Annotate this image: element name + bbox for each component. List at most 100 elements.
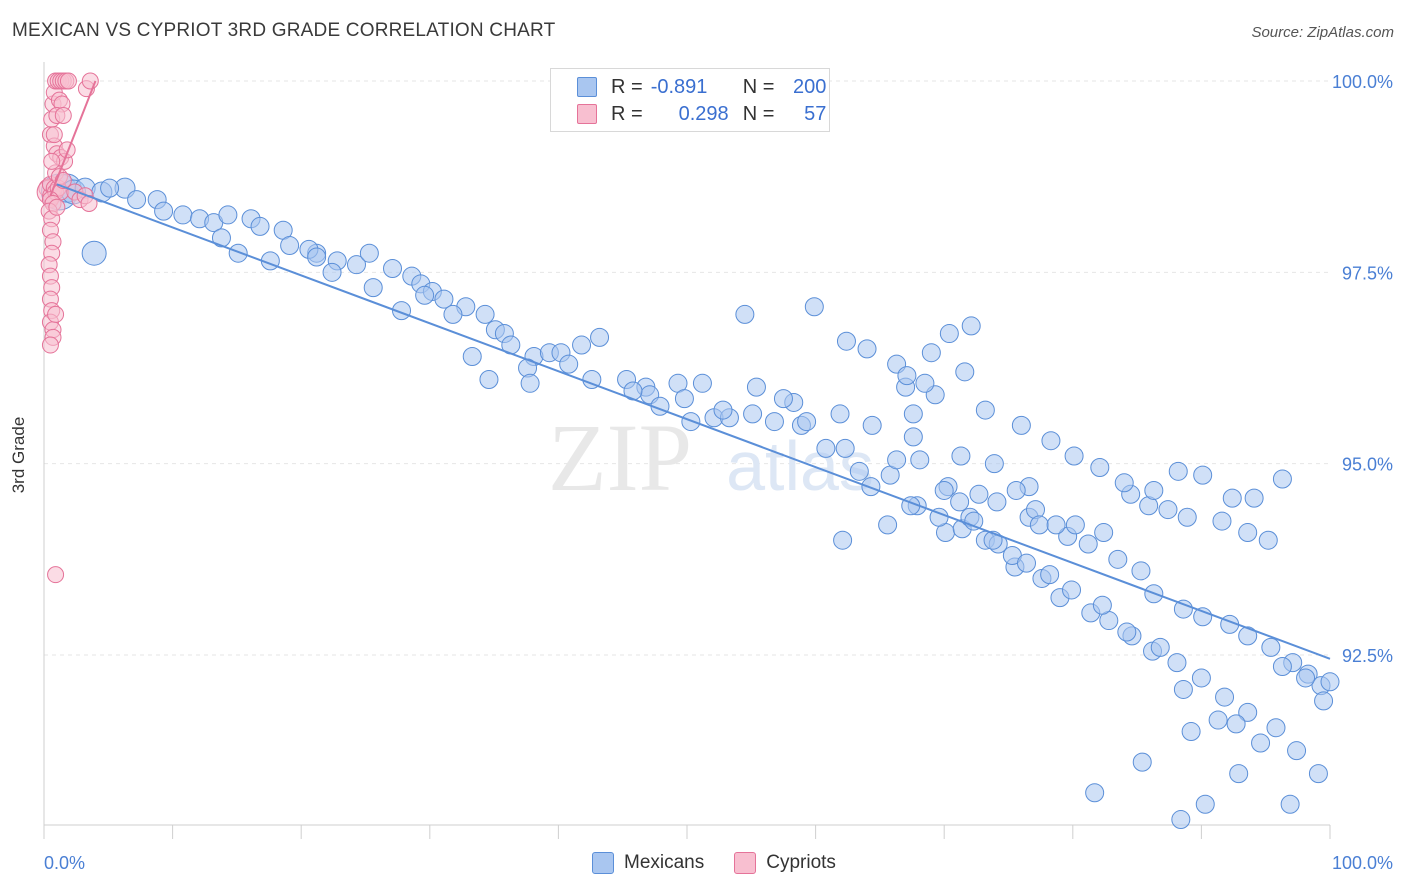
mexicans-point <box>934 480 954 500</box>
mexicans-point <box>1168 461 1188 481</box>
mexicans-point <box>1092 595 1112 615</box>
mexicans-point <box>228 243 248 263</box>
legend-n-value: 200 <box>793 75 827 98</box>
mexicans-point <box>955 362 975 382</box>
mexicans-point <box>383 259 403 279</box>
x-tick-label: 0.0% <box>44 853 85 873</box>
mexicans-point <box>1173 679 1193 699</box>
mexicans-point <box>1280 794 1300 814</box>
cypriots-point <box>81 72 99 90</box>
mexicans-point <box>910 450 930 470</box>
legend-item-mexicans[interactable]: Mexicans <box>592 852 704 874</box>
mexicans-point <box>443 304 463 324</box>
mexicans-point <box>307 247 327 267</box>
mexicans-point <box>830 404 850 424</box>
mexicans-point <box>897 366 917 386</box>
mexicans-point <box>1177 507 1197 527</box>
mexicans-point <box>1238 626 1258 646</box>
mexicans-point <box>1158 500 1178 520</box>
mexicans-point <box>1132 752 1152 772</box>
mexicans-point <box>804 297 824 317</box>
mexicans-point <box>797 412 817 432</box>
mexicans-point <box>1017 553 1037 573</box>
mexicans-point <box>1046 515 1066 535</box>
legend-r-value: -0.891 <box>650 75 708 98</box>
mexicans-point <box>878 515 898 535</box>
series-legend: Mexicans Cypriots <box>592 852 866 874</box>
legend-label-mexicans: Mexicans <box>624 852 705 873</box>
mexicans-point <box>773 389 793 409</box>
cypriots-point <box>58 141 76 159</box>
mexicans-point <box>835 438 855 458</box>
mexicans-point <box>764 412 784 432</box>
mexicans-point <box>849 461 869 481</box>
mexicans-point <box>1261 637 1281 657</box>
mexicans-point <box>975 400 995 420</box>
mexicans-trend-line <box>56 183 1331 660</box>
mexicans-point <box>836 331 856 351</box>
mexicans-point <box>572 335 592 355</box>
cypriots-point <box>59 72 77 90</box>
mexicans-point <box>816 438 836 458</box>
mexicans-point <box>1117 622 1137 642</box>
mexicans-point <box>969 484 989 504</box>
legend-row-mexicans: R = -0.891 N = 200 <box>577 75 826 99</box>
mexicans-point <box>1006 480 1026 500</box>
mexicans-point <box>1108 549 1128 569</box>
mexicans-point <box>833 530 853 550</box>
mexicans-point <box>713 400 733 420</box>
mexicans-point <box>951 446 971 466</box>
trend-lines <box>49 80 1331 660</box>
legend-n-value: 57 <box>804 102 827 125</box>
mexicans-point <box>1065 515 1085 535</box>
legend-item-cypriots[interactable]: Cypriots <box>734 852 836 874</box>
legend-r-label: R = <box>611 102 643 125</box>
mexicans-point <box>887 450 907 470</box>
legend-label-cypriots: Cypriots <box>766 852 836 873</box>
mexicans-point <box>1208 710 1228 730</box>
mexicans-point <box>903 404 923 424</box>
legend-swatch-mexicans <box>577 77 597 97</box>
mexicans-point <box>984 454 1004 474</box>
mexicans-point <box>1041 431 1061 451</box>
source-label: Source: ZipAtlas.com <box>1251 24 1394 41</box>
mexicans-point <box>1114 473 1134 493</box>
mexicans-point <box>322 262 342 282</box>
mexicans-point <box>964 511 984 531</box>
mexicans-point <box>127 190 147 210</box>
mexicans-point <box>746 377 766 397</box>
y-tick-label: 97.5% <box>1342 263 1393 283</box>
mexicans-point <box>1011 415 1031 435</box>
mexicans-point <box>1064 446 1084 466</box>
mexicans-point <box>1171 810 1191 830</box>
mexicans-point <box>1314 691 1334 711</box>
mexicans-point <box>1173 599 1193 619</box>
cypriots-point <box>47 305 65 323</box>
mexicans-point <box>1320 672 1340 692</box>
mexicans-point <box>903 427 923 447</box>
mexicans-point <box>1258 530 1278 550</box>
mexicans-point <box>1085 783 1105 803</box>
mexicans-point <box>939 324 959 344</box>
legend-swatch-cypriots <box>734 852 757 874</box>
mexicans-point <box>1131 561 1151 581</box>
mexicans-point <box>1195 794 1215 814</box>
mexicans-point <box>1094 523 1114 543</box>
legend-n-label: N = <box>742 102 775 125</box>
mexicans-point <box>363 278 383 298</box>
legend-swatch-mexicans <box>592 852 614 874</box>
mexicans-point <box>462 347 482 367</box>
mexicans-point <box>100 178 120 198</box>
mexicans-point <box>1078 534 1098 554</box>
cypriots-point <box>48 198 66 216</box>
mexicans-point <box>211 228 231 248</box>
mexicans-point <box>1181 722 1201 742</box>
mexicans-point <box>987 492 1007 512</box>
mexicans-point <box>1272 469 1292 489</box>
mexicans-point <box>1090 457 1110 477</box>
mexicans-point <box>915 373 935 393</box>
mexicans-point <box>1193 465 1213 485</box>
mexicans-point <box>674 389 694 409</box>
mexicans-point <box>520 373 540 393</box>
mexicans-point <box>479 369 499 389</box>
